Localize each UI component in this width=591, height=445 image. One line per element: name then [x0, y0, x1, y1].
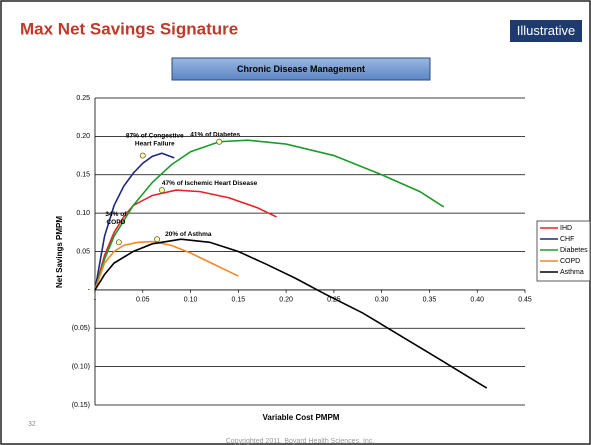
- badge-box: [510, 20, 582, 42]
- annotation: 87% of Congestive: [126, 132, 184, 139]
- annotation: 34% of: [105, 211, 127, 218]
- annotation-marker: [216, 138, 223, 145]
- x-tick-label: 0.05: [136, 297, 150, 304]
- x-tick-label: 0.45: [518, 297, 532, 304]
- legend-label: Asthma: [560, 269, 584, 276]
- x-tick-label: 0.40: [470, 297, 484, 304]
- annotation-marker: [158, 187, 165, 194]
- y-tick-label: -: [88, 287, 91, 294]
- y-tick-label: 0.05: [76, 248, 90, 255]
- chart-title-box: [171, 57, 431, 81]
- y-tick-label: 0.15: [76, 172, 90, 179]
- x-tick-label: 0.20: [279, 297, 293, 304]
- slide-title: Max Net Savings Signature: [20, 19, 238, 38]
- series-line: [94, 189, 277, 291]
- annotation: 47% of Ischemic Heart Disease: [162, 180, 258, 187]
- x-tick-label: 0.30: [375, 297, 389, 304]
- annotation-marker: [115, 239, 122, 246]
- x-tick-label: 0.15: [232, 297, 246, 304]
- legend-label: CHF: [560, 236, 574, 243]
- x-tick-label: 0.25: [327, 297, 341, 304]
- y-tick-label: (0.10): [72, 363, 90, 370]
- y-tick-label: 0.25: [76, 95, 90, 102]
- legend-label: Diabetes: [560, 247, 588, 254]
- legend-label: COPD: [560, 258, 580, 265]
- footer: Copyrighted 2011, Boyard Health Sciences…: [226, 438, 375, 445]
- y-tick-label: 0.20: [76, 133, 90, 140]
- series-line: [94, 238, 488, 389]
- y-tick-label: (0.05): [72, 325, 90, 332]
- x-tick-label: 0.35: [423, 297, 437, 304]
- badge: Illustrative: [517, 23, 576, 38]
- x-axis-label: Variable Cost PMPM: [263, 413, 340, 422]
- series-line: [94, 240, 239, 291]
- series-line: [94, 152, 175, 291]
- y-tick-label: (0.15): [72, 402, 90, 409]
- annotation-marker: [154, 236, 161, 243]
- annotation: COPD: [106, 219, 125, 226]
- y-axis-label: Net Savings PMPM: [55, 216, 64, 288]
- annotation-marker: [139, 152, 146, 159]
- page-number: 32: [28, 421, 36, 428]
- annotation: Heart Failure: [135, 140, 175, 147]
- y-tick-label: 0.10: [76, 210, 90, 217]
- legend-label: IHD: [560, 225, 572, 232]
- annotation: 20% of Asthma: [165, 231, 212, 238]
- annotation: 41% of Diabetes: [190, 131, 240, 138]
- legend-box: [536, 220, 591, 282]
- x-tick-label: 0.10: [184, 297, 198, 304]
- x-tick-label: -: [94, 297, 97, 304]
- chart-title: Chronic Disease Management: [237, 64, 365, 74]
- series-line: [94, 139, 445, 291]
